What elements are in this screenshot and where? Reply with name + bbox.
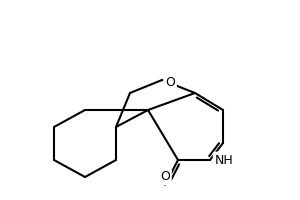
Text: NH: NH bbox=[214, 154, 233, 166]
Text: O: O bbox=[160, 170, 170, 184]
Text: O: O bbox=[165, 75, 175, 88]
